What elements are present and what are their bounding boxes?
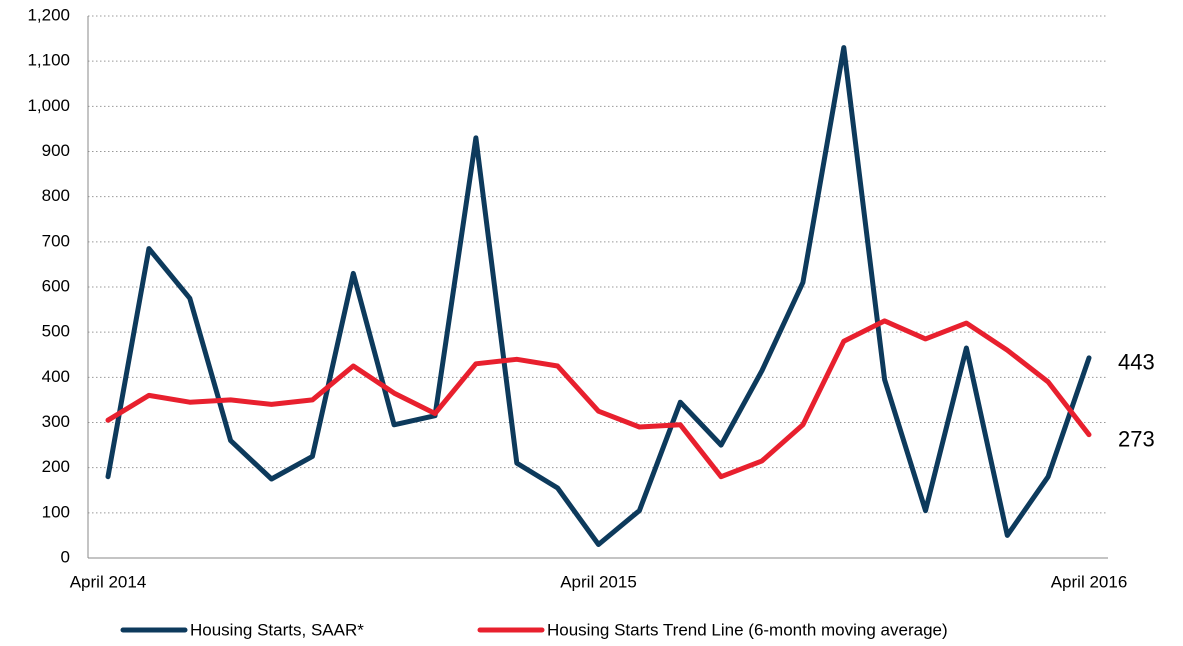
legend-label: Housing Starts, SAAR*	[190, 620, 364, 639]
y-tick-label: 100	[42, 502, 70, 521]
series-line	[105, 45, 1092, 547]
legend-label: Housing Starts Trend Line (6-month movin…	[547, 620, 948, 639]
y-tick-label: 200	[42, 457, 70, 476]
y-tick-label: 900	[42, 141, 70, 160]
y-tick-label: 700	[42, 231, 70, 250]
x-tick-label: April 2016	[1051, 572, 1128, 591]
x-tick-label: April 2014	[70, 572, 147, 591]
y-tick-label: 400	[42, 367, 70, 386]
y-tick-label: 500	[42, 322, 70, 341]
end-value-label: 443	[1118, 350, 1155, 375]
x-tick-label: April 2015	[560, 572, 637, 591]
series-line	[105, 318, 1092, 480]
y-tick-label: 1,100	[27, 51, 70, 70]
y-tick-label: 600	[42, 276, 70, 295]
y-tick-label: 1,200	[27, 5, 70, 24]
y-tick-label: 0	[61, 547, 70, 566]
y-tick-label: 1,000	[27, 96, 70, 115]
y-tick-label: 800	[42, 186, 70, 205]
y-tick-label: 300	[42, 412, 70, 431]
end-value-label: 273	[1118, 427, 1155, 452]
